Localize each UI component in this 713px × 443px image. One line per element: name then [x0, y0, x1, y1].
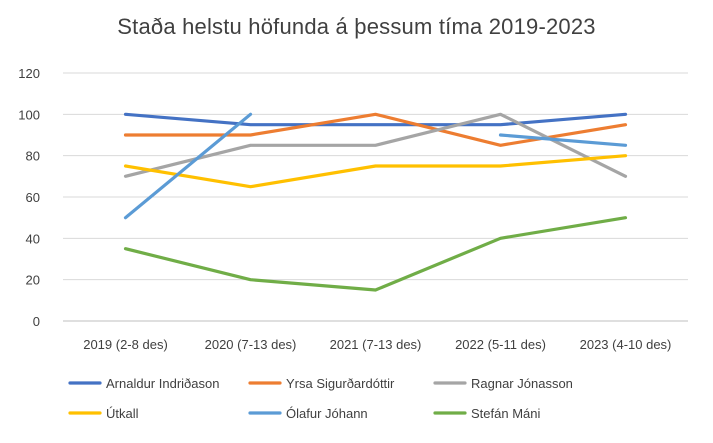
x-tick-label: 2023 (4-10 des): [580, 337, 672, 352]
legend-label: Útkall: [106, 406, 139, 421]
series-line: [123, 154, 628, 189]
x-tick-label: 2022 (5-11 des): [455, 337, 546, 352]
legend-label: Arnaldur Indriðason: [106, 376, 219, 391]
x-tick-label: 2021 (7-13 des): [330, 337, 422, 352]
gridlines: [63, 72, 688, 322]
y-tick-label: 40: [26, 231, 40, 246]
y-tick-label: 60: [26, 190, 40, 205]
series-line: [123, 216, 628, 292]
series-line: [123, 112, 628, 127]
series-lines: [123, 112, 628, 292]
x-tick-label: 2019 (2-8 des): [83, 337, 168, 352]
legend: Arnaldur Indriðason Yrsa Sigurðardóttir Ra…: [68, 376, 573, 421]
series-line: [123, 112, 253, 220]
y-tick-label: 0: [33, 314, 40, 329]
y-tick-label: 80: [26, 149, 40, 164]
y-tick-label: 20: [26, 273, 40, 288]
y-axis-labels: 0 20 40 60 80 100 120: [18, 66, 40, 329]
x-axis-labels: 2019 (2-8 des) 2020 (7-13 des) 2021 (7-13 …: [83, 337, 671, 352]
x-tick-label: 2020 (7-13 des): [205, 337, 297, 352]
legend-label: Stefán Máni: [471, 406, 540, 421]
legend-label: Ólafur Jóhann: [286, 406, 368, 421]
series-line: [123, 112, 628, 178]
legend-label: Yrsa Sigurðardóttir: [286, 376, 395, 391]
chart-title: Staða helstu höfunda á þessum tíma 2019-…: [117, 14, 596, 39]
series-line: [498, 133, 628, 147]
y-tick-label: 120: [18, 66, 40, 81]
y-tick-label: 100: [18, 107, 40, 122]
legend-label: Ragnar Jónasson: [471, 376, 573, 391]
